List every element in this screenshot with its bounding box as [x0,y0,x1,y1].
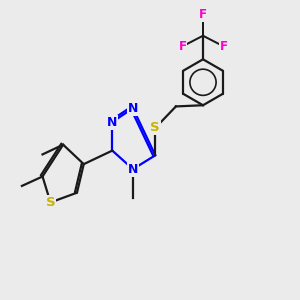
Text: F: F [178,40,186,53]
Text: N: N [107,116,118,128]
Text: F: F [199,8,207,21]
Text: S: S [46,196,55,209]
Text: S: S [151,122,160,134]
Text: N: N [128,102,138,115]
Text: F: F [220,40,228,53]
Text: N: N [128,163,138,176]
